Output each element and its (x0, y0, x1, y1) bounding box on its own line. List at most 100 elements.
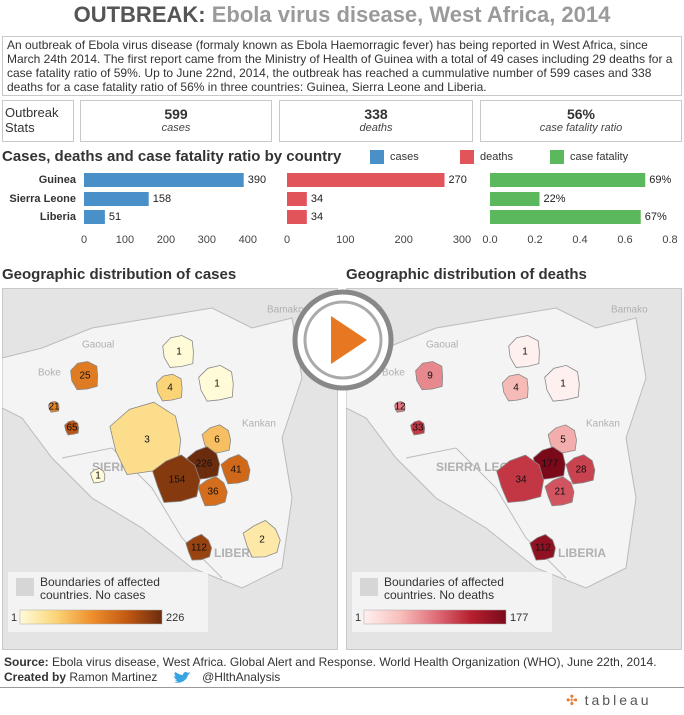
region-label: 36 (207, 487, 219, 498)
place-name: Bamako (267, 305, 304, 316)
x-tick-label: 0.4 (572, 234, 587, 246)
section-title: Cases, deaths and case fatality ratio by… (2, 148, 342, 165)
region (501, 373, 529, 402)
region-label: 4 (167, 383, 173, 394)
value-label: 34 (311, 211, 323, 223)
region (394, 400, 406, 413)
twitter-handle[interactable]: @HlthAnalysis (202, 670, 281, 684)
bar (490, 173, 646, 187)
region (197, 476, 228, 507)
region (410, 420, 426, 436)
legend-label: deaths (480, 151, 514, 163)
divider (0, 687, 684, 688)
legend-text-box: Boundaries of affected countries. No dea… (384, 576, 504, 602)
region-label: 1 (214, 379, 220, 390)
x-tick-label: 200 (394, 234, 412, 246)
x-tick-label: 0.0 (482, 234, 497, 246)
category-label: Guinea (39, 174, 77, 186)
logo: ✣ tableau (566, 692, 652, 709)
legend-text: Boundaries of affected countries. No cas… (40, 576, 160, 602)
stat-box: 56% case fatality ratio (480, 100, 682, 142)
source-text: Ebola virus disease, West Africa. Global… (52, 655, 657, 669)
logo-mark: ✣ (566, 692, 578, 708)
value-label: 34 (311, 193, 323, 205)
play-icon[interactable] (331, 316, 367, 364)
value-label: 69% (649, 174, 671, 186)
region (152, 454, 201, 503)
legend-swatch (370, 150, 384, 164)
region (162, 335, 194, 368)
x-tick-label: 300 (453, 234, 471, 246)
x-tick-label: 0 (284, 234, 290, 246)
x-tick-label: 100 (116, 234, 134, 246)
value-label: 51 (109, 211, 121, 223)
footer-credit: Created by Ramon Martinez @HlthAnalysis (4, 670, 280, 685)
region-label: 25 (79, 371, 91, 382)
map-title: Geographic distribution of deaths (346, 266, 587, 283)
region-label: 34 (515, 475, 527, 486)
region (508, 335, 540, 368)
x-tick-label: 0.8 (662, 234, 677, 246)
region (90, 467, 106, 484)
stat-value: 338 (364, 106, 388, 122)
stat-value: 56% (566, 106, 596, 122)
bar (490, 192, 540, 206)
region-label: 65 (66, 423, 78, 434)
value-label: 22% (544, 193, 566, 205)
region (64, 420, 80, 436)
region (565, 454, 596, 485)
region (529, 534, 556, 561)
legend-swatch (460, 150, 474, 164)
legend-swatch (360, 578, 378, 596)
x-tick-label: 100 (336, 234, 354, 246)
legend-text-box: Boundaries of affected countries. No cas… (40, 576, 160, 602)
region (155, 373, 183, 402)
region-label: 6 (214, 435, 220, 446)
region-label: 9 (427, 371, 433, 382)
region-label: 1 (176, 347, 182, 358)
twitter-icon (173, 671, 191, 683)
footer-source: Source: Ebola virus disease, West Africa… (4, 655, 657, 669)
bar-charts: Cases, deaths and case fatality ratio by… (2, 148, 678, 246)
region-label: 41 (230, 465, 242, 476)
x-tick-label: 0.2 (527, 234, 542, 246)
place-name: LIBERIA (558, 546, 606, 560)
bar (287, 210, 307, 224)
title: OUTBREAK: Ebola virus disease, West Afri… (0, 2, 684, 28)
title-lead: OUTBREAK: (73, 2, 206, 27)
region (544, 364, 580, 402)
region-label: 4 (513, 383, 519, 394)
value-label: 390 (248, 174, 266, 186)
region-label: 154 (169, 475, 186, 486)
region (70, 361, 99, 391)
author: Ramon Martinez (69, 670, 158, 684)
legend-text: Boundaries of affected countries. No dea… (384, 576, 504, 602)
place-name: Gaoual (426, 340, 458, 351)
region (198, 364, 234, 402)
scale-min: 1 (11, 612, 17, 624)
region-label: 12 (394, 402, 406, 413)
value-label: 158 (153, 193, 171, 205)
region-label: 177 (542, 459, 559, 470)
place-name: Kankan (586, 419, 620, 430)
region-label: 112 (535, 543, 551, 554)
source-label: Source: (4, 655, 49, 669)
play-button[interactable] (291, 288, 395, 392)
title-rest: Ebola virus disease, West Africa, 2014 (211, 2, 611, 27)
x-tick-label: 300 (198, 234, 216, 246)
region-label: 21 (554, 487, 566, 498)
bar (84, 192, 149, 206)
region-label: 33 (412, 423, 424, 434)
region-label: 1 (522, 347, 528, 358)
region-label: 2 (259, 535, 265, 546)
region (544, 476, 575, 507)
value-label: 67% (645, 211, 667, 223)
place-name: Bamako (611, 305, 648, 316)
x-tick-label: 400 (239, 234, 257, 246)
region (242, 520, 281, 558)
region (185, 533, 213, 561)
region-label: 28 (575, 465, 587, 476)
scale-max: 177 (510, 612, 528, 624)
map-title: Geographic distribution of cases (2, 266, 237, 283)
